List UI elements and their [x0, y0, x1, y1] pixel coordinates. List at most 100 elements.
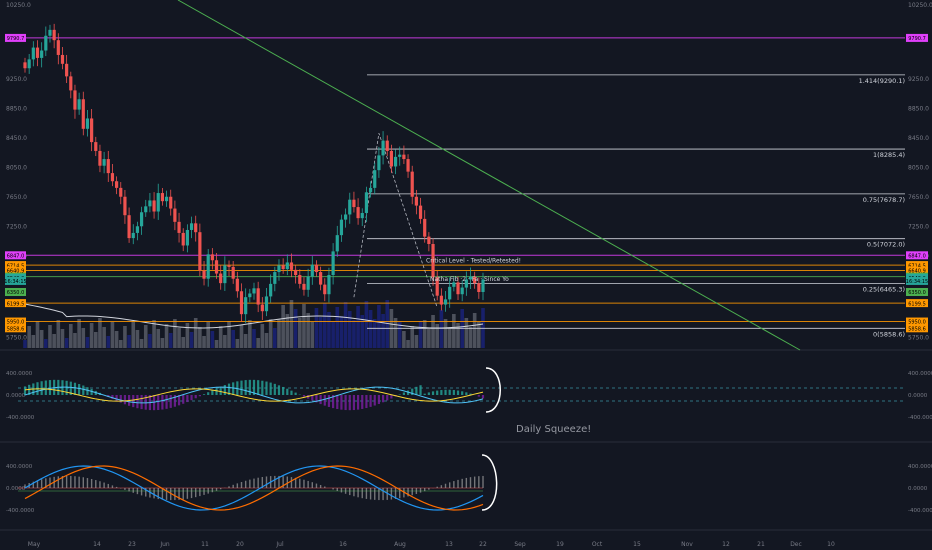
wave-oscillator-pane: 400.0000 400.0000 0.0000 0.0000 -400.0000 -40…	[6, 454, 932, 514]
x-tick: Dec	[790, 541, 802, 548]
volume-bar	[285, 314, 290, 348]
volume-bar	[102, 327, 106, 348]
candle-body	[418, 205, 423, 219]
x-tick: 20	[236, 541, 244, 548]
candle-body	[402, 154, 406, 160]
price-tag-right	[906, 33, 928, 42]
volume-bar	[77, 319, 81, 348]
volume-bar	[243, 334, 248, 348]
volume-bar	[406, 340, 410, 348]
price-tick-left: 8450.0	[6, 135, 27, 142]
candle-body	[260, 304, 264, 312]
volume-bar	[410, 326, 415, 348]
price-tag-right-text: 6714.5	[908, 263, 926, 269]
candle-body	[327, 275, 331, 295]
osc1-annotation: Daily Squeeze!	[516, 424, 591, 435]
osc1-highlight-bracket	[485, 367, 501, 413]
volume-bar	[273, 328, 277, 348]
osc1-tick-left: -400.0000	[6, 415, 35, 421]
candle-body	[115, 181, 119, 188]
price-tick-right: 7650.0	[908, 194, 929, 201]
candle-body	[269, 283, 273, 297]
volume-bar	[69, 324, 73, 348]
candle-body	[310, 264, 314, 277]
volume-bar	[414, 335, 419, 348]
volume-bar	[368, 310, 373, 348]
volume-bar	[431, 315, 435, 348]
price-tick-right: 8450.0	[908, 135, 929, 142]
price-tick-right: 7250.0	[908, 224, 929, 231]
volume-bar	[198, 327, 202, 348]
osc1-tick-right: 400.0000	[908, 371, 932, 377]
osc1-tick-left: 0.0000	[6, 393, 26, 399]
candle-body	[73, 90, 77, 110]
price-tag-left-text: 6714.5	[7, 263, 25, 269]
candle-body	[456, 282, 460, 295]
osc2-line-fast	[24, 465, 484, 511]
candle-body	[473, 276, 477, 284]
fib-anchor-path	[353, 133, 438, 308]
candle-body	[244, 297, 248, 315]
volume-bar	[393, 318, 398, 348]
price-tag-left	[5, 317, 26, 326]
candle-body	[119, 187, 123, 197]
price-tag-right	[906, 266, 928, 275]
price-tag-right-text: 6847.0	[908, 253, 926, 259]
candle-body	[90, 118, 94, 143]
x-tick: 21	[757, 541, 765, 548]
price-tag-left-text: 6350.0	[7, 290, 25, 296]
candle-body	[77, 99, 81, 110]
volume-bar	[260, 324, 265, 348]
volume-bar	[477, 322, 481, 348]
candle-body	[131, 232, 135, 239]
candle-body	[123, 196, 127, 216]
osc2-tick-right: 0.0000	[908, 486, 928, 492]
volume-bar	[177, 328, 181, 348]
candle-body	[339, 219, 344, 236]
x-tick: Jul	[275, 541, 284, 548]
volume-bar	[377, 305, 381, 348]
candle-body	[98, 150, 102, 166]
volume-bar	[148, 334, 152, 348]
volume-bar	[131, 321, 136, 348]
x-tick: 16	[339, 541, 347, 548]
candle-body	[206, 254, 210, 279]
price-tag-right	[906, 324, 928, 333]
price-tick-right: 5750.0	[908, 334, 929, 341]
trendline	[177, 0, 801, 351]
candle-body	[169, 196, 173, 209]
fib-label: 0.25(6465.3)	[863, 285, 905, 293]
volume-bar	[127, 335, 131, 348]
volume-bar	[360, 315, 365, 348]
candle-body	[289, 262, 294, 270]
price-tag-left-text: 5950.0	[7, 320, 25, 326]
volume-bar	[472, 313, 477, 348]
candle-body	[135, 226, 140, 233]
volume-bar	[206, 322, 210, 348]
volume-bar	[239, 325, 244, 348]
candle-body	[189, 223, 194, 230]
x-tick: 19	[556, 541, 564, 548]
volume-bar	[223, 335, 227, 348]
volume-bar	[322, 303, 327, 348]
price-tag-right-text: 5950.0	[908, 320, 926, 326]
volume-bar	[227, 321, 231, 348]
osc2-tick-right: 400.0000	[908, 464, 932, 470]
price-tag-right	[906, 261, 928, 270]
volume-bar	[64, 338, 69, 348]
price-tag-right-text: 9790.7	[908, 36, 926, 42]
candle-body	[452, 282, 456, 287]
price-tag-left-text: 6847.0	[7, 253, 25, 259]
volume-bar	[160, 338, 165, 348]
candle-body	[464, 279, 468, 288]
price-tag-right-text: 6350.0	[908, 290, 926, 296]
candle-body	[40, 50, 44, 58]
candle-body	[85, 118, 90, 129]
volume-bar	[81, 328, 86, 348]
candle-body	[173, 208, 177, 222]
volume-bar	[214, 340, 219, 348]
x-tick: May	[28, 541, 41, 548]
candle-body	[60, 54, 65, 64]
volume-bar	[314, 308, 319, 348]
